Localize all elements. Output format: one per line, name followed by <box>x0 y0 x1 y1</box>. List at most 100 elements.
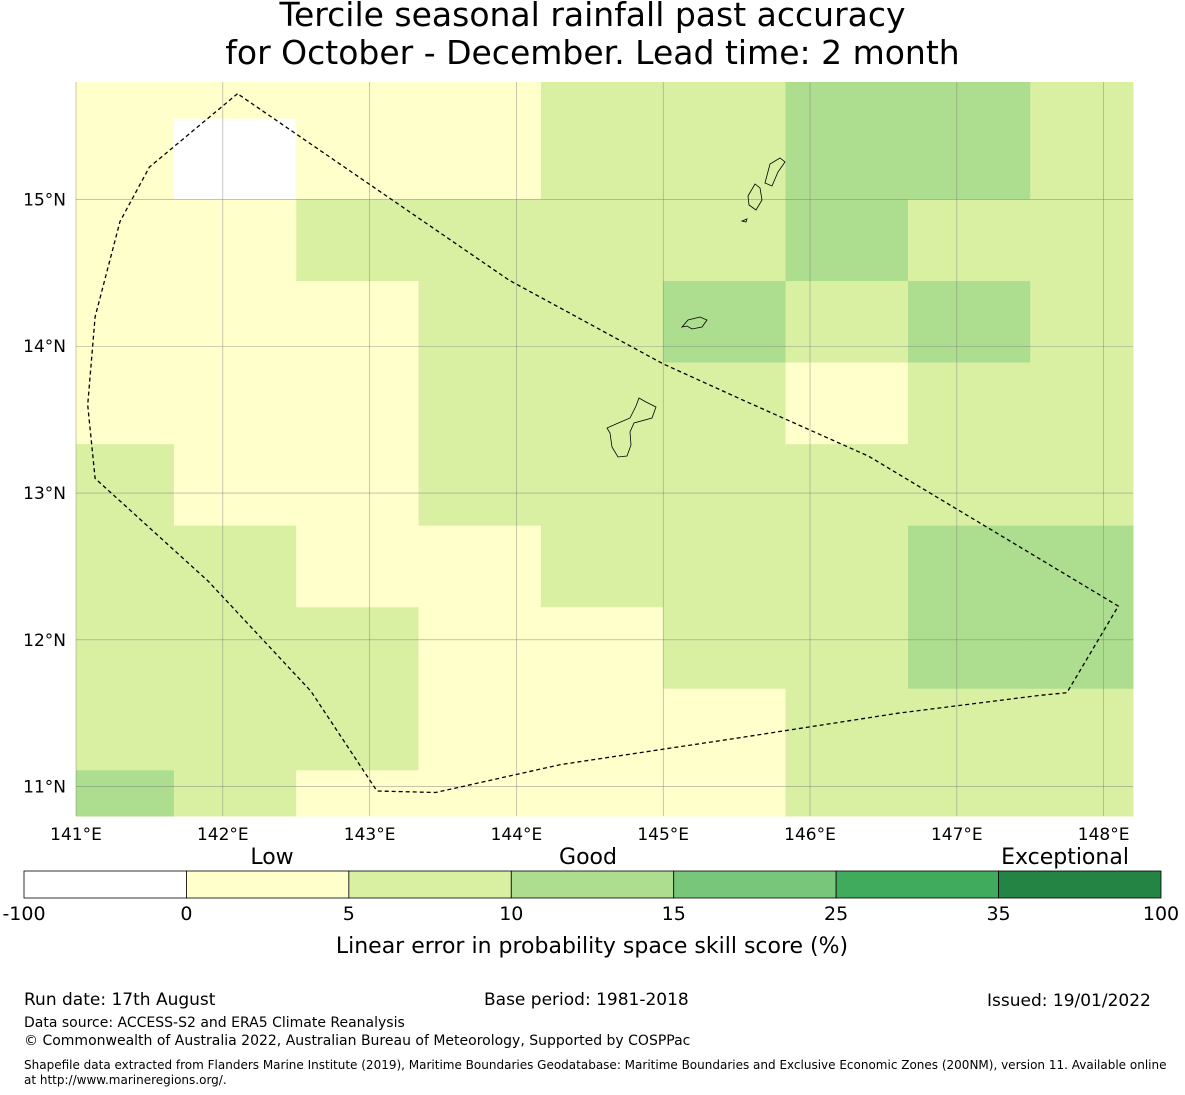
guam-island <box>606 397 657 458</box>
grid-cell <box>663 199 787 282</box>
title-line-2: for October - December. Lead time: 2 mon… <box>225 33 960 72</box>
grid-cell <box>663 281 787 364</box>
colorbar-tick-label: 10 <box>499 903 523 925</box>
grid-cell <box>663 607 787 690</box>
colorbar-boxes <box>23 870 1162 899</box>
grid-cell <box>663 770 787 817</box>
grid-cell <box>785 688 909 771</box>
colorbar-tick-label: 5 <box>343 903 355 925</box>
tinian-island <box>747 183 763 211</box>
grid-cell <box>173 444 297 527</box>
grid-cell <box>418 688 542 771</box>
map-figure: 141°E 142°E 143°E 144°E 145°E 146°E 147°E 148°E… <box>2 82 1179 959</box>
shapefile-credit: Shapefile data extracted from Flanders M… <box>24 1058 1167 1087</box>
grid-cell <box>907 281 1031 364</box>
grid-cell <box>1030 444 1134 527</box>
graticule <box>75 82 1133 816</box>
skill-grid <box>76 82 1134 817</box>
colorbar-label: Linear error in probability space skill … <box>336 934 848 959</box>
grid-cell <box>76 688 175 771</box>
grid-cell <box>907 82 1031 200</box>
colorbar-tick-label: 0 <box>180 903 192 925</box>
x-tick-label: 146°E <box>784 825 836 845</box>
grid-cell <box>907 444 1031 527</box>
colorbar: Low Good Exceptional -100 0 5 10 15 25 35 100 L… <box>2 845 1179 959</box>
x-axis-ticks: 141°E 142°E 143°E 144°E 145°E 146°E 147°E 148°E <box>50 825 1129 845</box>
aguijan-island <box>740 218 748 223</box>
grid-cell <box>418 444 542 527</box>
grid-cell <box>1030 688 1134 771</box>
grid-cell <box>540 362 664 445</box>
grid-cell-missing <box>173 118 297 200</box>
grid-cell <box>296 770 419 817</box>
x-tick-label: 145°E <box>637 825 689 845</box>
colorbar-swatch <box>348 870 512 899</box>
grid-cell <box>1030 607 1134 690</box>
data-source: Data source: ACCESS-S2 and ERA5 Climate … <box>24 1015 405 1031</box>
grid-cell <box>173 525 297 608</box>
grid-cell <box>540 607 664 690</box>
grid-cell <box>663 82 787 200</box>
issued-date: Issued: 19/01/2022 <box>987 991 1151 1011</box>
grid-cell <box>76 525 175 608</box>
grid-cell <box>296 607 419 690</box>
grid-cell <box>296 82 419 200</box>
grid-cell <box>418 525 542 608</box>
copyright: © Commonwealth of Australia 2022, Austra… <box>24 1033 691 1049</box>
grid-cell <box>418 281 542 364</box>
base-period: Base period: 1981-2018 <box>484 990 689 1010</box>
y-tick-label: 12°N <box>23 631 66 651</box>
grid-cell <box>1030 82 1134 200</box>
grid-cell <box>418 770 542 817</box>
grid-cell <box>173 770 297 817</box>
colorbar-tick-label: -100 <box>2 903 45 925</box>
legend-good-label: Good <box>559 845 617 870</box>
grid-cell <box>76 770 175 817</box>
run-date: Run date: 17th August <box>24 990 216 1010</box>
colorbar-tick-label: 35 <box>986 903 1010 925</box>
colorbar-swatch <box>835 870 999 899</box>
grid-cell <box>907 362 1031 445</box>
eez-boundary <box>87 93 1120 794</box>
grid-cell <box>76 82 175 200</box>
colorbar-swatch <box>998 870 1162 899</box>
grid-cell <box>418 82 542 200</box>
y-tick-label: 14°N <box>23 337 66 357</box>
grid-cell <box>540 525 664 608</box>
grid-cell <box>296 688 419 771</box>
grid-cell <box>540 199 664 282</box>
y-tick-label: 11°N <box>23 778 66 798</box>
y-tick-label: 15°N <box>23 190 66 210</box>
colorbar-swatch <box>510 870 675 899</box>
y-tick-label: 13°N <box>23 484 66 504</box>
grid-cell <box>540 281 664 364</box>
grid-cell <box>540 82 664 200</box>
grid-cell <box>907 525 1031 608</box>
grid-cell <box>418 607 542 690</box>
x-tick-label: 148°E <box>1078 825 1130 845</box>
grid-cell <box>785 281 909 364</box>
x-tick-label: 143°E <box>344 825 396 845</box>
grid-cell <box>785 199 909 282</box>
eez-boundary-line <box>87 93 1120 794</box>
title-line-1: Tercile seasonal rainfall past accuracy <box>279 0 906 34</box>
colorbar-swatch <box>673 870 837 899</box>
grid-cell <box>173 607 297 690</box>
grid-cell <box>418 362 542 445</box>
colorbar-tick-label: 100 <box>1143 903 1179 925</box>
grid-cell <box>785 525 909 608</box>
colorbar-swatch <box>23 870 187 899</box>
grid-cell <box>540 688 664 771</box>
rota-island <box>680 316 708 330</box>
x-tick-label: 147°E <box>931 825 983 845</box>
x-tick-label: 141°E <box>50 825 102 845</box>
grid-cell <box>540 770 664 817</box>
colorbar-tick-label: 15 <box>662 903 686 925</box>
grid-cell <box>418 199 542 282</box>
grid-cell <box>540 444 664 527</box>
grid-cell <box>296 525 419 608</box>
grid-cell <box>785 607 909 690</box>
grid-cell <box>1030 525 1134 608</box>
grid-cell <box>1030 199 1134 282</box>
grid-cell <box>907 607 1031 690</box>
